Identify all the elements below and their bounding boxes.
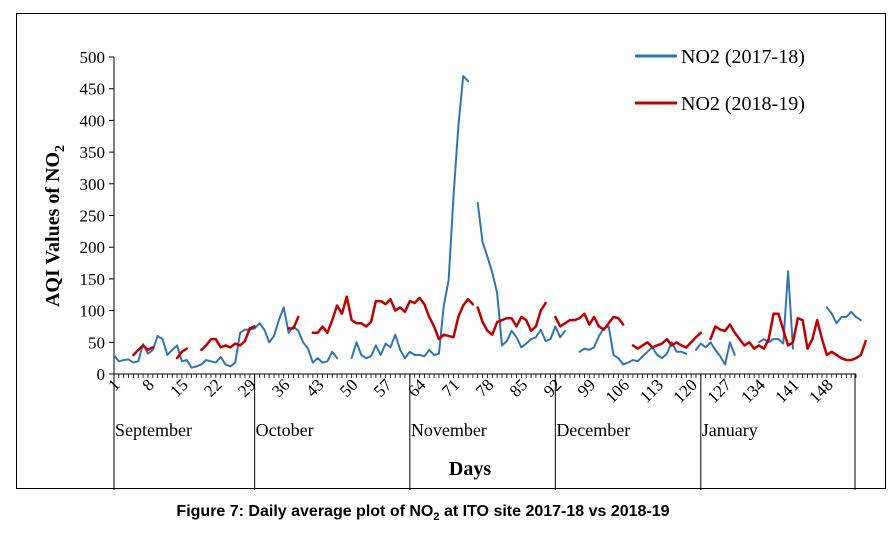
month-label: October bbox=[256, 420, 314, 440]
month-label: December bbox=[556, 420, 630, 440]
series-line-1 bbox=[758, 270, 794, 350]
figure-caption: Figure 7: Daily average plot of NO2 at I… bbox=[176, 503, 670, 524]
series-line-1 bbox=[476, 201, 567, 349]
series-line-1 bbox=[825, 306, 862, 325]
y-tick-label: 250 bbox=[80, 207, 106, 226]
x-tick-label: 15 bbox=[166, 375, 191, 400]
x-tick-label: 50 bbox=[336, 375, 361, 400]
series-line-2 bbox=[554, 312, 625, 331]
series-line-1 bbox=[113, 306, 339, 369]
x-axis: 1 8 15 22 29 36 43 50 57 64 71 78 85 92 99 106 113 120 127… bbox=[104, 373, 857, 407]
y-tick-label: 50 bbox=[88, 333, 105, 352]
legend-label-2: NO2 (2018-19) bbox=[681, 93, 805, 115]
series-line-1 bbox=[578, 325, 688, 366]
y-tick-label: 0 bbox=[97, 365, 106, 384]
series-line-1 bbox=[350, 75, 470, 360]
x-tick-label: 106 bbox=[602, 375, 633, 406]
series-line-2 bbox=[631, 331, 703, 350]
y-axis-label: AQI Values of NO2 bbox=[42, 145, 68, 307]
series-line-1 bbox=[694, 341, 736, 366]
series-lines bbox=[113, 75, 867, 369]
x-tick-label: 71 bbox=[438, 375, 463, 400]
x-tick-label: 148 bbox=[805, 375, 836, 406]
x-tick-label: 134 bbox=[737, 375, 769, 407]
x-tick-label: 141 bbox=[771, 375, 802, 406]
x-tick-label: 29 bbox=[234, 375, 259, 400]
y-axis: 0 50 100 150 200 250 300 350 400 450 500 bbox=[80, 48, 115, 384]
x-tick-label: 22 bbox=[200, 375, 225, 400]
series-line-2 bbox=[311, 295, 475, 341]
x-tick-label: 92 bbox=[540, 375, 565, 400]
legend: NO2 (2017-18) NO2 (2018-19) bbox=[635, 46, 805, 115]
month-label: September bbox=[115, 420, 192, 440]
month-label: January bbox=[702, 420, 758, 440]
y-tick-label: 500 bbox=[80, 48, 106, 67]
series-line-2 bbox=[200, 325, 256, 352]
y-tick-label: 100 bbox=[80, 302, 106, 321]
y-tick-label: 350 bbox=[80, 143, 106, 162]
month-row: September October November December January bbox=[113, 374, 856, 490]
x-tick-label: 78 bbox=[472, 375, 497, 400]
x-axis-label: Days bbox=[449, 458, 491, 480]
y-tick-label: 200 bbox=[80, 238, 106, 257]
x-tick-label: 85 bbox=[506, 375, 531, 400]
y-tick-label: 150 bbox=[80, 270, 106, 289]
x-tick-label: 113 bbox=[636, 375, 667, 406]
month-label: November bbox=[411, 420, 487, 440]
series-line-2 bbox=[476, 301, 547, 336]
series-line-2 bbox=[132, 344, 155, 357]
series-line-2 bbox=[175, 347, 188, 360]
legend-label-1: NO2 (2017-18) bbox=[681, 46, 805, 68]
series-line-2 bbox=[287, 315, 300, 330]
x-tick-label: 57 bbox=[370, 375, 396, 401]
y-tick-label: 450 bbox=[80, 80, 106, 99]
x-tick-label: 36 bbox=[268, 375, 293, 400]
y-tick-label: 400 bbox=[80, 111, 106, 130]
x-tick-label: 99 bbox=[574, 375, 599, 400]
x-tick-label: 120 bbox=[670, 375, 701, 406]
x-tick-label: 127 bbox=[703, 375, 735, 407]
x-tick-label: 43 bbox=[302, 375, 327, 400]
x-tick-label: 8 bbox=[138, 375, 157, 394]
chart-frame: 0 50 100 150 200 250 300 350 400 450 500 1 8 15 22 29 3… bbox=[16, 13, 886, 490]
series-line-2 bbox=[709, 312, 867, 362]
x-tick-label: 64 bbox=[404, 375, 430, 401]
y-tick-label: 300 bbox=[80, 175, 106, 194]
